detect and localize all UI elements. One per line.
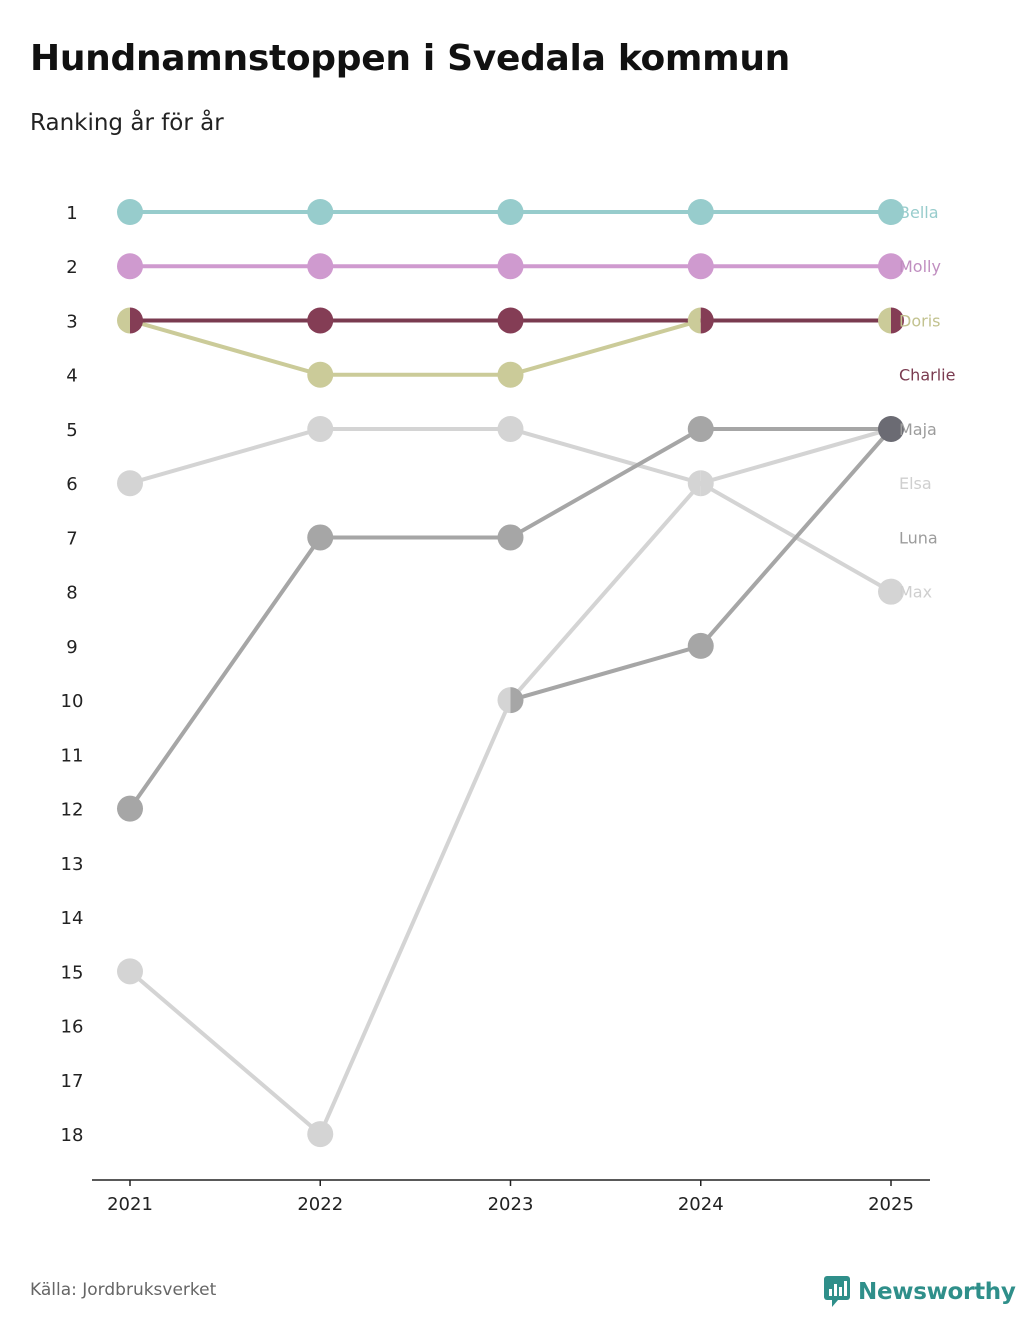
point-bella-2021 [117,199,143,225]
point-molly-2021 [117,253,143,280]
y-tick-label: 15 [61,962,84,983]
end-label-maja: Maja [899,420,937,439]
point-molly-2023 [497,253,524,280]
y-tick-label: 17 [61,1071,84,1092]
point-maja-2024 [687,415,714,442]
point-doris-2023 [497,361,524,388]
point-max-2023 [497,415,524,442]
series-markers [117,199,905,1148]
point-elsa-2024 [700,470,714,497]
point-charlie-2024 [700,307,714,334]
point-molly-2025 [878,253,904,280]
point-bella-2023 [497,199,524,225]
y-tick-label: 4 [66,366,77,387]
point-max-2021 [117,470,143,497]
y-tick-label: 11 [61,745,84,766]
y-tick-label: 14 [61,908,84,929]
point-luna-2023 [510,687,524,714]
end-label-max: Max [899,583,932,602]
series-end-labels: Bella Molly Doris Charlie Maja Elsa Luna Max [899,203,955,602]
brand-label: Newsworthy [858,1279,1016,1305]
point-max-2024 [687,470,701,497]
line-luna [508,426,893,703]
point-doris-2025 [878,307,891,334]
y-tick-label: 3 [66,311,77,332]
point-molly-2022 [307,253,334,280]
point-charlie-2022 [307,307,334,334]
source-note: Källa: Jordbruksverket [30,1280,217,1300]
point-elsa-2022 [307,1121,334,1148]
point-max-2022 [307,415,334,442]
end-label-elsa: Elsa [899,474,932,493]
series-lines [128,210,893,1137]
point-maja-2023 [497,524,524,551]
x-tick-label: 2021 [107,1194,153,1215]
y-tick-label: 6 [66,474,77,495]
line-max [128,426,893,594]
point-charlie-2025 [891,307,905,334]
point-doris-2024 [687,307,701,334]
y-tick-label: 18 [61,1125,84,1146]
point-max-2025 [878,578,904,605]
y-tick-label: 8 [66,583,77,604]
end-label-charlie: Charlie [899,366,955,385]
y-tick-label: 2 [66,257,77,278]
y-tick-label: 12 [61,800,84,821]
x-tick-label: 2022 [297,1194,343,1215]
point-charlie-2021 [130,307,143,334]
point-charlie-2023 [497,307,524,334]
newsworthy-logo[interactable]: Newsworthy [824,1276,1016,1308]
point-molly-2024 [687,253,714,280]
y-tick-label: 16 [61,1017,84,1038]
x-tick-label: 2023 [488,1194,534,1215]
y-tick-label: 13 [61,854,84,875]
point-maja-2022 [307,524,334,551]
y-tick-label: 5 [66,420,77,441]
point-luna-2024 [687,632,714,659]
chart-title: Hundnamnstoppen i Svedala kommun [30,38,791,79]
end-label-bella: Bella [899,203,939,222]
end-label-doris: Doris [899,311,940,330]
point-doris-2022 [307,361,334,388]
point-bella-2025 [878,199,904,225]
point-bella-2024 [687,199,714,225]
point-bella-2022 [307,199,334,225]
y-tick-label: 9 [66,637,77,658]
line-maja [128,426,893,811]
point-elsa-luna-maja-2025 [878,415,904,442]
x-tick-label: 2024 [678,1194,724,1215]
newsworthy-icon [824,1276,850,1307]
y-tick-label: 10 [61,691,84,712]
x-tick-label: 2025 [868,1194,914,1215]
point-maja-2021 [117,795,143,822]
end-label-luna: Luna [899,528,938,547]
point-doris-2021 [117,307,130,334]
point-elsa-2023 [497,687,511,714]
x-axis-ticks: 2021 2022 2023 2024 2025 [107,1180,914,1215]
chart-subtitle: Ranking år för år [30,110,224,136]
point-elsa-2021 [117,958,143,985]
end-label-molly: Molly [899,257,941,276]
y-tick-label: 1 [66,203,77,224]
y-tick-label: 7 [66,528,77,549]
